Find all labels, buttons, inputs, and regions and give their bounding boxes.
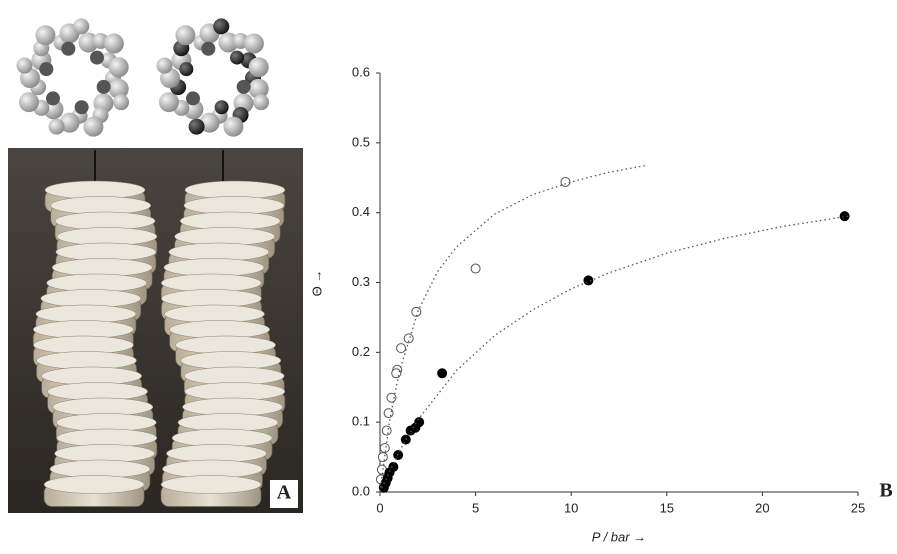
figure: A B P / bar → Θ → 0.0 0.1 0.2 0.3 0.4 0.5 0.6 0… <box>0 0 897 549</box>
atom <box>113 94 129 110</box>
data-point <box>401 435 410 444</box>
atom <box>249 57 269 77</box>
data-point <box>380 444 389 453</box>
fit-curve <box>380 216 848 492</box>
x-tick-label: 15 <box>660 500 674 515</box>
atom <box>189 119 205 135</box>
x-tick-label: 0 <box>376 500 383 515</box>
atom <box>73 18 89 34</box>
y-tick-label: 0.0 <box>352 483 370 498</box>
disk-top <box>42 367 142 385</box>
molecule-images <box>17 18 270 136</box>
atom <box>175 25 195 45</box>
atom <box>39 62 53 76</box>
disk-top <box>44 476 144 494</box>
atom <box>215 100 229 114</box>
x-tick-label: 20 <box>755 500 769 515</box>
data-point <box>561 177 570 186</box>
x-tick-label: 25 <box>851 500 865 515</box>
atom <box>186 91 200 105</box>
atom <box>179 62 193 76</box>
atom <box>35 25 55 45</box>
panel-label: B <box>879 480 892 502</box>
atom <box>157 58 173 74</box>
atom <box>90 51 104 65</box>
x-axis-label: P / bar → <box>592 529 646 544</box>
data-point <box>471 264 480 273</box>
y-tick-label: 0.4 <box>352 204 370 219</box>
atom <box>49 119 65 135</box>
atom <box>237 80 251 94</box>
y-tick-label: 0.5 <box>352 134 370 149</box>
page: A B P / bar → Θ → 0.0 0.1 0.2 0.3 0.4 0.5 0.6 0… <box>0 0 897 554</box>
x-tick-label: 5 <box>472 500 479 515</box>
disk-top <box>170 321 270 339</box>
disk-top <box>50 460 150 478</box>
data-point <box>438 369 447 378</box>
atom <box>230 51 244 65</box>
y-tick-label: 0.2 <box>352 344 370 359</box>
atom <box>17 58 33 74</box>
atom <box>97 80 111 94</box>
atom <box>201 42 215 56</box>
disk-top <box>178 414 278 432</box>
disk-top <box>172 429 272 447</box>
y-axis-label: Θ → <box>309 270 324 297</box>
y-tick-label: 0.3 <box>352 274 370 289</box>
atom <box>213 18 229 34</box>
atom <box>244 34 264 54</box>
x-tick-label: 10 <box>564 500 578 515</box>
atom <box>104 34 124 54</box>
data-point <box>392 369 401 378</box>
disk-top <box>161 476 261 494</box>
fit-curve <box>380 165 648 492</box>
atom <box>109 57 129 77</box>
atom <box>75 100 89 114</box>
data-point <box>384 409 393 418</box>
data-point <box>397 344 406 353</box>
atom <box>46 91 60 105</box>
disk-top <box>175 228 275 246</box>
y-tick-label: 0.1 <box>352 414 370 429</box>
data-point <box>378 453 387 462</box>
y-tick-label: 0.6 <box>352 64 370 79</box>
atom <box>19 92 39 112</box>
atom <box>61 42 75 56</box>
data-point <box>382 426 391 435</box>
data-point <box>584 276 593 285</box>
panel-label: A <box>277 482 292 504</box>
disk-top <box>45 181 145 199</box>
atom <box>253 94 269 110</box>
atom <box>159 92 179 112</box>
disk-top <box>47 274 147 292</box>
